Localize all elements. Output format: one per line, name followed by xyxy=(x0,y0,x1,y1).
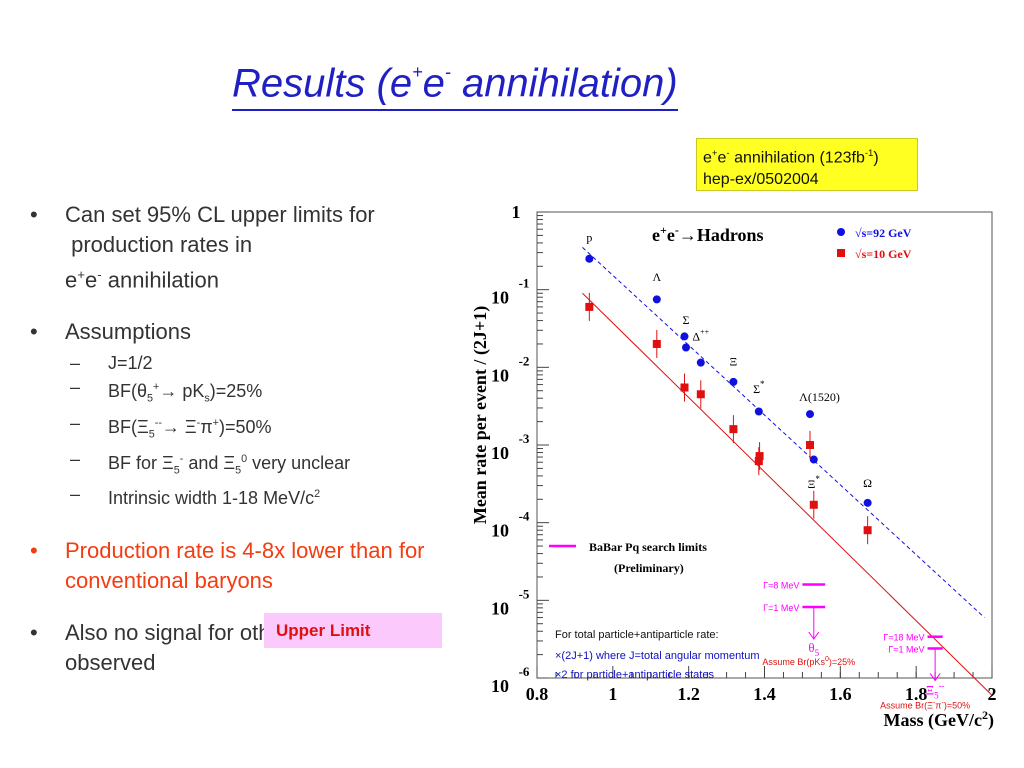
x-tick-label: 1.4 xyxy=(753,684,776,704)
y-tick-exponent: -1 xyxy=(519,276,530,291)
reference-line-2: hep-ex/0502004 xyxy=(703,171,819,189)
data-point-92gev xyxy=(806,410,814,419)
limit-assumption: Assume Br(Ξ-π-)=50% xyxy=(880,699,970,710)
data-point-10gev xyxy=(680,383,689,392)
data-point-92gev xyxy=(652,295,661,304)
y-tick-exponent: -6 xyxy=(519,664,530,679)
upper-limit-label: Upper Limit xyxy=(264,613,442,648)
sub-item-bf-theta: – BF(θ5+→ pKs)=25% xyxy=(70,377,263,405)
particle-label: Δ++ xyxy=(692,328,709,344)
data-point-10gev xyxy=(863,526,872,535)
limit-arrow-head xyxy=(929,673,941,682)
note-line: ×2 for particle+antiparticle states xyxy=(555,669,714,681)
y-tick-exponent: -2 xyxy=(519,353,530,368)
particle-label: Ξ* xyxy=(808,474,821,491)
legend-label-10gev: √s=10 GeV xyxy=(855,247,912,261)
y-axis-label: Mean rate per event / (2J+1) xyxy=(470,306,491,524)
x-tick-label: 1.6 xyxy=(829,684,852,704)
x-tick-label: 1.8 xyxy=(905,684,928,704)
assumptions-sublist: – J=1/2 – BF(θ5+→ pKs)=25% – BF(Ξ5--→ Ξ-π+)… xyxy=(30,351,460,510)
particle-label: Λ xyxy=(652,270,661,284)
limit-width-label: Γ=1 MeV xyxy=(763,603,799,613)
legend-marker-92gev xyxy=(837,228,845,236)
sub-item-bf-xi: – BF(Ξ5--→ Ξ-π+)=50% xyxy=(70,412,272,441)
y-tick-exponent: -5 xyxy=(519,586,530,601)
x-tick-label: 2 xyxy=(988,684,997,704)
y-tick-label: 10 xyxy=(491,365,509,385)
y-tick-label: 10 xyxy=(491,598,509,618)
particle-label: p xyxy=(586,230,592,244)
limit-legend-label: BaBar Pq search limits xyxy=(589,540,707,554)
note-line: For total particle+antiparticle rate: xyxy=(555,629,719,641)
limit-assumption: Assume Br(pKs0)=25% xyxy=(762,656,855,667)
limit-particle-label: Ξ5-- xyxy=(926,680,945,700)
data-point-92gev xyxy=(863,498,872,507)
x-tick-label: 0.8 xyxy=(526,684,549,704)
particle-label: Ξ xyxy=(730,355,738,369)
data-point-92gev xyxy=(682,343,691,352)
chart-title: e+e-→Hadrons xyxy=(652,223,764,245)
y-tick-exponent: -4 xyxy=(519,509,530,524)
fit-line-10gev xyxy=(582,292,993,696)
x-axis-label: Mass (GeV/c2) xyxy=(884,708,994,731)
x-tick-label: 1 xyxy=(608,684,617,704)
sub-item-width: – Intrinsic width 1-18 MeV/c2 xyxy=(70,484,321,509)
data-point-92gev xyxy=(754,407,763,416)
data-point-10gev xyxy=(809,500,818,509)
legend-label-92gev: √s=92 GeV xyxy=(855,226,912,240)
y-tick-label: 10 xyxy=(491,521,509,541)
data-point-10gev xyxy=(729,425,738,434)
sub-item-bf-unclear: – BF for Ξ5- and Ξ50 very unclear xyxy=(70,448,351,477)
y-tick-label: 1 xyxy=(512,202,521,222)
data-point-10gev xyxy=(755,452,764,461)
data-point-92gev xyxy=(809,455,818,464)
y-tick-exponent: -3 xyxy=(519,431,530,446)
particle-label: Ω xyxy=(863,476,872,490)
limit-width-label: Γ=18 MeV xyxy=(883,633,924,643)
hadron-rate-chart: 0.8 1 1.2 1.4 1.6 1.8 2 1 10 -1 10 -2 10 -3 10 -4 10 -5 10… xyxy=(470,202,997,731)
y-tick-label: 10 xyxy=(491,288,509,308)
limit-width-label: Γ=1 MeV xyxy=(888,644,924,654)
limit-legend-sublabel: (Preliminary) xyxy=(614,561,684,575)
data-point-10gev xyxy=(652,339,661,348)
data-point-10gev xyxy=(754,457,763,466)
particle-label: Σ* xyxy=(753,379,765,396)
x-tick-label: 1.2 xyxy=(677,684,700,704)
y-tick-label: 10 xyxy=(491,676,509,696)
particle-label: Σ xyxy=(683,313,690,327)
reference-box: e+e- annihilation (123fb-1) hep-ex/05020… xyxy=(696,138,918,191)
data-point-92gev xyxy=(585,254,594,263)
limit-particle-label: θ5 xyxy=(808,640,819,658)
sub-item-j: – J=1/2 xyxy=(70,353,153,374)
fit-line-92gev xyxy=(582,247,985,618)
legend-marker-10gev xyxy=(837,249,845,257)
data-point-10gev xyxy=(696,390,705,399)
bullet-upper-limits: • Can set 95% CL upper limits for produc… xyxy=(30,202,375,293)
slide-title: Results (e+e- annihilation) xyxy=(232,52,678,112)
data-point-10gev xyxy=(585,302,594,311)
data-point-92gev xyxy=(680,332,689,341)
data-point-92gev xyxy=(729,377,738,386)
reference-line-1: e+e- annihilation (123fb-1) xyxy=(703,148,879,167)
y-tick-label: 10 xyxy=(491,443,509,463)
note-line: ×(2J+1) where J=total angular momentum xyxy=(555,650,760,662)
particle-label: Λ(1520) xyxy=(799,390,840,404)
data-point-10gev xyxy=(806,441,814,449)
bullet-list: • Can set 95% CL upper limits for produc… xyxy=(30,200,460,700)
bullet-assumptions: • Assumptions xyxy=(30,319,191,345)
limit-arrow-head xyxy=(808,631,820,640)
limit-width-label: Γ=8 MeV xyxy=(763,580,799,590)
bullet-production-rate: • Production rate is 4-8x lower than for … xyxy=(30,538,425,594)
data-point-92gev xyxy=(696,358,705,367)
